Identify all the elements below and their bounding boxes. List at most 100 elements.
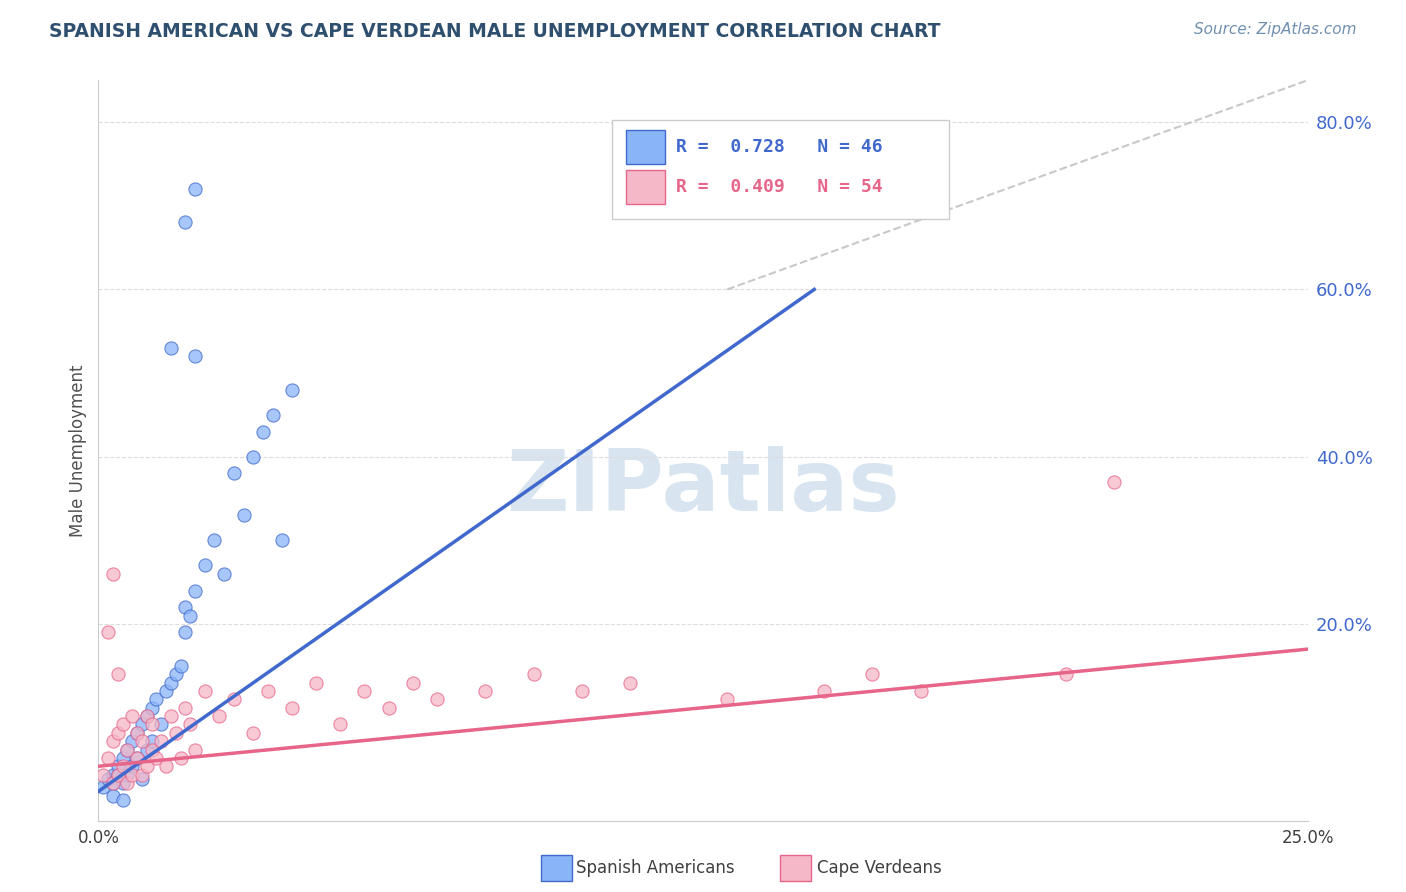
Point [97, 772, 120, 786]
Point [329, 717, 352, 731]
Point [127, 726, 149, 740]
Text: ZIPatlas: ZIPatlas [506, 446, 900, 529]
Point [232, 508, 254, 523]
Point [165, 726, 187, 740]
Point [571, 684, 593, 698]
Point [121, 709, 143, 723]
Point [1054, 667, 1077, 681]
Point [910, 684, 932, 698]
Point [107, 726, 129, 740]
Point [474, 684, 496, 698]
Point [127, 751, 149, 765]
Point [179, 608, 201, 623]
Point [101, 734, 124, 748]
Point [145, 751, 167, 765]
Point [117, 742, 139, 756]
Text: R =  0.728   N = 46: R = 0.728 N = 46 [676, 138, 883, 156]
Point [145, 692, 167, 706]
Point [212, 566, 235, 581]
Point [402, 675, 425, 690]
Point [155, 684, 177, 698]
Point [619, 675, 641, 690]
Point [141, 742, 163, 756]
Text: Spanish Americans: Spanish Americans [576, 859, 735, 877]
Point [101, 776, 124, 790]
Point [121, 734, 143, 748]
Point [174, 215, 197, 229]
Point [165, 667, 187, 681]
Text: SPANISH AMERICAN VS CAPE VERDEAN MALE UNEMPLOYMENT CORRELATION CHART: SPANISH AMERICAN VS CAPE VERDEAN MALE UN… [49, 22, 941, 41]
Point [184, 182, 207, 196]
Point [184, 742, 207, 756]
Point [107, 667, 129, 681]
Text: Cape Verdeans: Cape Verdeans [817, 859, 942, 877]
Point [204, 533, 226, 548]
Point [135, 742, 157, 756]
Point [131, 734, 153, 748]
Point [107, 759, 129, 773]
Point [160, 709, 183, 723]
Point [107, 767, 129, 781]
Point [208, 709, 231, 723]
Point [91, 780, 114, 794]
Point [1102, 475, 1125, 489]
Point [107, 767, 129, 781]
Point [174, 700, 197, 714]
Point [131, 717, 153, 731]
Point [305, 675, 328, 690]
Point [150, 734, 173, 748]
Point [121, 759, 143, 773]
Point [117, 767, 139, 781]
Point [97, 625, 120, 640]
Point [194, 558, 217, 573]
Point [111, 776, 134, 790]
Y-axis label: Male Unemployment: Male Unemployment [69, 364, 87, 537]
Point [262, 408, 284, 422]
Point [111, 793, 134, 807]
Text: Source: ZipAtlas.com: Source: ZipAtlas.com [1194, 22, 1357, 37]
Point [184, 349, 207, 363]
Point [121, 767, 143, 781]
Point [281, 700, 304, 714]
Point [111, 759, 134, 773]
Point [131, 767, 153, 781]
Point [111, 717, 134, 731]
Point [523, 667, 546, 681]
Point [716, 692, 738, 706]
Point [377, 700, 399, 714]
Point [101, 789, 124, 803]
Point [127, 751, 149, 765]
Point [426, 692, 449, 706]
Point [169, 751, 191, 765]
Point [97, 751, 120, 765]
Point [222, 467, 245, 481]
Point [117, 742, 139, 756]
Point [174, 625, 197, 640]
Point [135, 709, 157, 723]
Text: R =  0.409   N = 54: R = 0.409 N = 54 [676, 178, 883, 196]
Point [141, 700, 163, 714]
Point [111, 751, 134, 765]
Point [160, 675, 183, 690]
Point [135, 709, 157, 723]
Point [91, 767, 114, 781]
Point [131, 772, 153, 786]
Point [281, 383, 304, 397]
Point [256, 684, 278, 698]
Point [194, 684, 217, 698]
Point [155, 759, 177, 773]
Point [135, 759, 157, 773]
Point [179, 717, 201, 731]
Point [141, 717, 163, 731]
Point [174, 600, 197, 615]
Point [271, 533, 294, 548]
Point [353, 684, 375, 698]
Point [184, 583, 207, 598]
Point [169, 658, 191, 673]
Point [101, 767, 124, 781]
Point [101, 566, 124, 581]
Point [252, 425, 274, 439]
Point [222, 692, 245, 706]
Point [117, 776, 139, 790]
Point [813, 684, 835, 698]
